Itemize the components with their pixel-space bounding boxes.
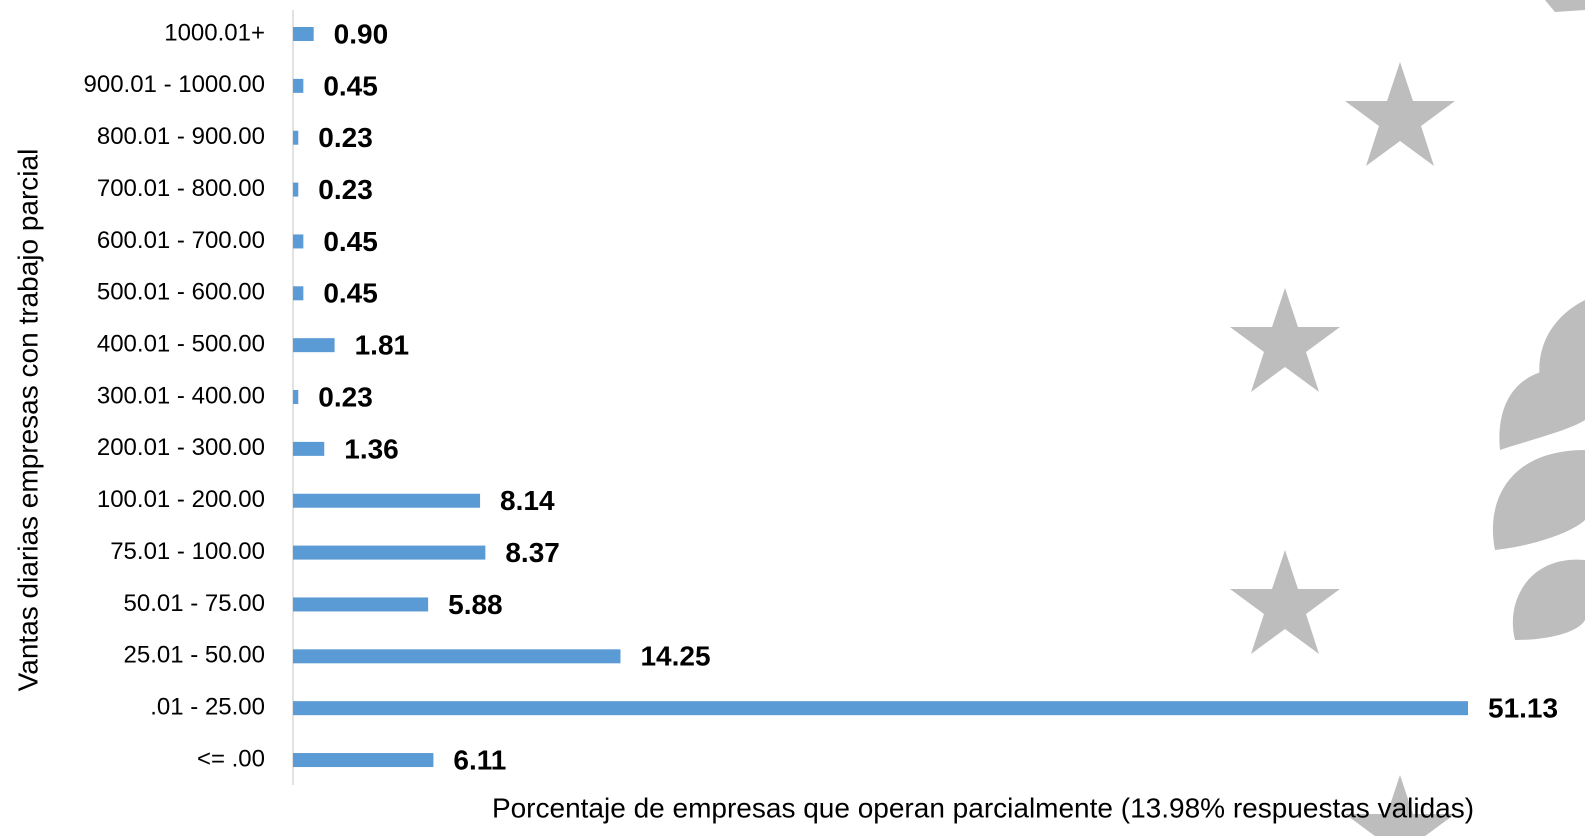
- y-tick-label: 100.01 - 200.00: [97, 486, 265, 513]
- value-label: 0.23: [318, 174, 373, 205]
- value-label: 0.45: [323, 226, 378, 257]
- value-label: 5.88: [448, 589, 503, 620]
- bar: [293, 649, 621, 664]
- star: [1230, 288, 1340, 392]
- bar: [293, 441, 325, 456]
- value-label: 8.37: [505, 537, 559, 568]
- y-tick-label: 75.01 - 100.00: [110, 538, 265, 565]
- y-tick-label: 200.01 - 300.00: [97, 434, 265, 461]
- star: [1345, 775, 1455, 836]
- bar: [293, 27, 314, 41]
- value-label: 0.23: [318, 381, 373, 412]
- y-tick-label: 800.01 - 900.00: [97, 123, 265, 150]
- value-label: 0.90: [334, 18, 389, 49]
- y-tick-label: 50.01 - 75.00: [124, 590, 265, 617]
- bar: [293, 286, 304, 301]
- bar: [293, 597, 429, 612]
- bar: [293, 493, 481, 508]
- value-label: 1.36: [344, 433, 399, 464]
- bar: [293, 130, 299, 145]
- y-axis-title: Vantas diarias empresas con trabajo parc…: [12, 149, 43, 692]
- star: [1345, 62, 1455, 166]
- bar: [293, 753, 434, 768]
- star: [1230, 550, 1340, 654]
- y-tick-label: 900.01 - 1000.00: [84, 71, 266, 98]
- star: [1545, 0, 1585, 12]
- bar: [293, 182, 299, 197]
- value-label: 0.23: [318, 122, 373, 153]
- x-axis-title: Porcentaje de empresas que operan parcia…: [492, 792, 1474, 823]
- leaves: [1492, 300, 1585, 640]
- bar: [293, 390, 299, 405]
- value-label: 0.45: [323, 278, 378, 309]
- y-tick-label: 1000.01+: [164, 19, 265, 46]
- bar: [293, 78, 304, 93]
- decoration: [1230, 0, 1585, 836]
- y-tick-label: 700.01 - 800.00: [97, 175, 265, 202]
- bar: [293, 545, 486, 560]
- y-tick-label: <= .00: [197, 745, 265, 772]
- value-label: 8.14: [500, 485, 555, 516]
- y-tick-label: 600.01 - 700.00: [97, 227, 265, 254]
- y-tick-label: .01 - 25.00: [150, 694, 265, 721]
- bar: [293, 701, 1468, 716]
- value-label: 51.13: [1488, 693, 1558, 724]
- value-label: 6.11: [453, 744, 506, 775]
- y-tick-label: 25.01 - 50.00: [124, 642, 265, 669]
- y-tick-label: 400.01 - 500.00: [97, 331, 265, 358]
- bar: [293, 234, 304, 249]
- value-label: 0.45: [323, 70, 378, 101]
- y-tick-label: 500.01 - 600.00: [97, 279, 265, 306]
- bar: [293, 338, 335, 353]
- value-label: 14.25: [640, 641, 710, 672]
- y-tick-label: 300.01 - 400.00: [97, 382, 265, 409]
- value-label: 1.81: [355, 330, 410, 361]
